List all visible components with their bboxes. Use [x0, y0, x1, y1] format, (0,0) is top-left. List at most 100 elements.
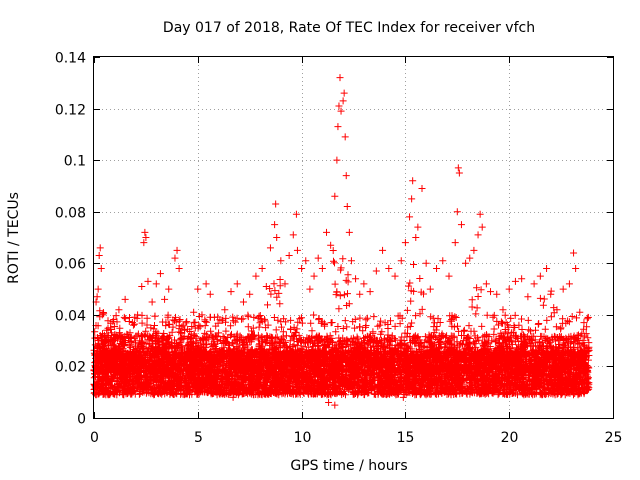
y-tick-label: 0.12 [55, 103, 86, 119]
data-point [418, 185, 426, 193]
data-point [337, 107, 345, 115]
data-point [125, 342, 133, 350]
data-point [511, 277, 519, 285]
data-point [97, 264, 105, 272]
x-tick-label: 25 [605, 430, 623, 446]
data-point [161, 295, 169, 303]
data-point [285, 252, 293, 260]
data-point [342, 172, 350, 180]
data-point [293, 246, 301, 254]
x-axis-label: GPS time / hours [290, 458, 407, 474]
data-point [206, 290, 214, 298]
data-point [543, 264, 551, 272]
data-point [246, 290, 254, 298]
data-point [426, 285, 434, 293]
data-point [202, 280, 210, 288]
data-point [536, 272, 544, 280]
data-point [453, 208, 461, 216]
data-point [580, 319, 588, 327]
data-point [397, 257, 405, 265]
data-point [335, 102, 343, 110]
data-point [331, 192, 339, 200]
data-point [233, 280, 241, 288]
data-point [439, 257, 447, 265]
data-point [487, 288, 495, 296]
data-point [356, 290, 364, 298]
data-point [142, 234, 150, 241]
data-point [96, 244, 104, 252]
chart-title: Day 017 of 2018, Rate Of TEC Index for r… [163, 20, 535, 36]
y-tick-label: 0.02 [55, 360, 86, 376]
data-point [341, 133, 349, 141]
data-points [90, 74, 593, 409]
plot-frame [93, 56, 614, 419]
data-point [422, 259, 430, 267]
data-point [266, 244, 274, 252]
data-point [289, 231, 297, 239]
data-point [140, 239, 148, 247]
data-point [171, 254, 179, 262]
x-tick-label: 20 [501, 430, 519, 446]
data-point [572, 264, 580, 272]
data-point [115, 306, 123, 314]
x-tick-label: 0 [90, 430, 99, 446]
data-point [518, 275, 526, 283]
data-point [505, 285, 513, 293]
data-point [165, 285, 173, 293]
data-point [455, 169, 463, 177]
data-point [272, 200, 280, 208]
data-point [345, 228, 353, 236]
data-point [190, 308, 198, 316]
data-point [95, 252, 103, 260]
data-point-cloud [90, 247, 593, 399]
y-tick-label: 0.06 [55, 257, 86, 273]
data-point [360, 280, 368, 288]
data-point [318, 264, 326, 272]
data-point [271, 221, 279, 229]
data-point [334, 123, 342, 131]
data-point [141, 228, 149, 236]
data-point [499, 306, 507, 314]
data-point [173, 246, 181, 254]
data-point [239, 298, 247, 306]
data-point [478, 223, 486, 231]
data-point [462, 259, 470, 267]
data-point [298, 264, 306, 272]
data-point [227, 288, 235, 296]
data-point [156, 270, 164, 278]
data-point [292, 210, 300, 218]
data-point [343, 203, 351, 211]
data-point [445, 272, 453, 280]
x-tick-label: 10 [294, 430, 312, 446]
data-point [306, 285, 314, 293]
data-point [401, 239, 409, 247]
data-point [576, 308, 584, 316]
data-point [94, 285, 102, 293]
data-point [493, 290, 501, 298]
data-point [414, 223, 422, 231]
data-point [302, 257, 310, 265]
data-point [476, 210, 484, 218]
y-axis: 0 0.02 0.04 0.06 0.08 0.1 0.12 0.14 [55, 51, 613, 428]
data-point [482, 280, 490, 288]
data-point [221, 306, 229, 314]
data-point [457, 221, 465, 229]
data-point [366, 288, 374, 296]
data-point [281, 280, 289, 288]
data-point [310, 272, 318, 280]
data-point [331, 401, 339, 409]
data-point [148, 298, 156, 306]
data-point [314, 254, 322, 262]
data-point [138, 282, 146, 290]
data-point [352, 275, 360, 283]
data-point [277, 257, 285, 265]
x-tick-label: 15 [397, 430, 415, 446]
data-point [121, 295, 129, 303]
y-tick-label: 0.1 [64, 154, 86, 170]
data-point [340, 89, 348, 97]
data-point [412, 234, 420, 241]
y-tick-label: 0.14 [55, 51, 86, 67]
data-point [325, 399, 333, 407]
data-point [474, 231, 482, 239]
